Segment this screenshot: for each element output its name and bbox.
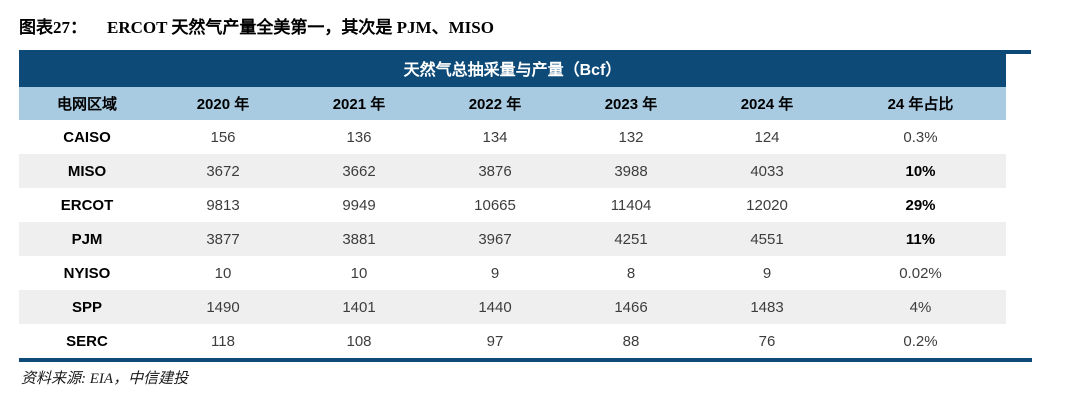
cell-value: 136: [346, 128, 372, 146]
figure-number-label: 图表27：: [19, 18, 87, 37]
cell-region: ERCOT: [60, 196, 114, 214]
source-note: 资料来源: EIA，中信建投: [21, 371, 189, 387]
table-caption: 天然气总抽采量与产量（Bcf）: [19, 54, 1006, 87]
column-header: 2020 年: [196, 96, 250, 113]
cell-value: 3967: [478, 230, 512, 248]
table-row: ERCOT 9813 9949 10665 11404 12020 29%: [19, 188, 1006, 222]
cell-value: 10: [350, 264, 368, 282]
cell-value: 3988: [614, 162, 648, 180]
cell-share: 4%: [909, 298, 932, 316]
cell-value: 8: [626, 264, 636, 282]
column-header: 2022 年: [468, 96, 522, 113]
cell-value: 88: [622, 332, 640, 350]
table-bottom-rule: [19, 358, 1032, 362]
cell-value: 4033: [750, 162, 784, 180]
cell-value: 156: [210, 128, 236, 146]
column-header: 2024 年: [740, 96, 794, 113]
cell-value: 9: [490, 264, 500, 282]
cell-value: 132: [618, 128, 644, 146]
figure-title-text: ERCOT 天然气产量全美第一，其次是 PJM、MISO: [107, 18, 494, 37]
cell-region: SPP: [71, 298, 102, 316]
cell-share: 29%: [905, 196, 936, 214]
cell-region: MISO: [67, 162, 107, 180]
cell-value: 1466: [614, 298, 648, 316]
cell-value: 134: [482, 128, 508, 146]
cell-value: 4551: [750, 230, 784, 248]
cell-value: 3877: [206, 230, 240, 248]
cell-share: 0.2%: [903, 332, 938, 350]
data-table: 天然气总抽采量与产量（Bcf） 电网区域 2020 年 2021 年 2022 年 20…: [19, 54, 1006, 358]
table-row: CAISO 156 136 134 132 124 0.3%: [19, 120, 1006, 154]
cell-value: 1401: [342, 298, 376, 316]
cell-value: 1440: [478, 298, 512, 316]
column-header: 2023 年: [604, 96, 658, 113]
cell-value: 97: [486, 332, 504, 350]
table-row: NYISO 10 10 9 8 9 0.02%: [19, 256, 1006, 290]
cell-value: 10: [214, 264, 232, 282]
cell-share: 10%: [905, 162, 936, 180]
cell-value: 3662: [342, 162, 376, 180]
cell-value: 9813: [206, 196, 240, 214]
table-row: PJM 3877 3881 3967 4251 4551 11%: [19, 222, 1006, 256]
cell-value: 3672: [206, 162, 240, 180]
cell-region: CAISO: [63, 128, 111, 146]
cell-value: 118: [211, 332, 235, 350]
cell-value: 10665: [474, 196, 516, 214]
cell-value: 9949: [342, 196, 376, 214]
cell-value: 3876: [478, 162, 512, 180]
table-row: SPP 1490 1401 1440 1466 1483 4%: [19, 290, 1006, 324]
cell-value: 76: [758, 332, 776, 350]
cell-value: 9: [762, 264, 772, 282]
cell-value: 108: [346, 332, 372, 350]
cell-value: 1483: [750, 298, 784, 316]
cell-share: 11%: [905, 230, 936, 248]
column-header: 电网区域: [56, 96, 117, 113]
title-separator-rule: [19, 50, 1031, 54]
column-header: 24 年占比: [887, 96, 954, 113]
cell-value: 124: [754, 128, 780, 146]
cell-share: 0.02%: [899, 264, 942, 282]
cell-region: PJM: [71, 230, 103, 248]
figure-title: 图表27： ERCOT 天然气产量全美第一，其次是 PJM、MISO: [19, 13, 494, 38]
column-header: 2021 年: [332, 96, 386, 113]
cell-value: 4251: [614, 230, 648, 248]
cell-share: 0.3%: [903, 128, 938, 146]
cell-value: 1490: [206, 298, 240, 316]
table-header-row: 电网区域 2020 年 2021 年 2022 年 2023 年 2024 年 24 年占比: [19, 87, 1006, 120]
cell-value: 12020: [746, 196, 788, 214]
cell-value: 11404: [610, 196, 652, 214]
cell-region: NYISO: [63, 264, 111, 282]
table-row: MISO 3672 3662 3876 3988 4033 10%: [19, 154, 1006, 188]
natural-gas-table: 电网区域 2020 年 2021 年 2022 年 2023 年 2024 年 24 年占比…: [19, 87, 1006, 358]
cell-value: 3881: [342, 230, 376, 248]
table-row: SERC 118 108 97 88 76 0.2%: [19, 324, 1006, 358]
table-body: CAISO 156 136 134 132 124 0.3% MISO 3672 3662 3876…: [19, 120, 1006, 358]
cell-region: SERC: [66, 332, 108, 350]
